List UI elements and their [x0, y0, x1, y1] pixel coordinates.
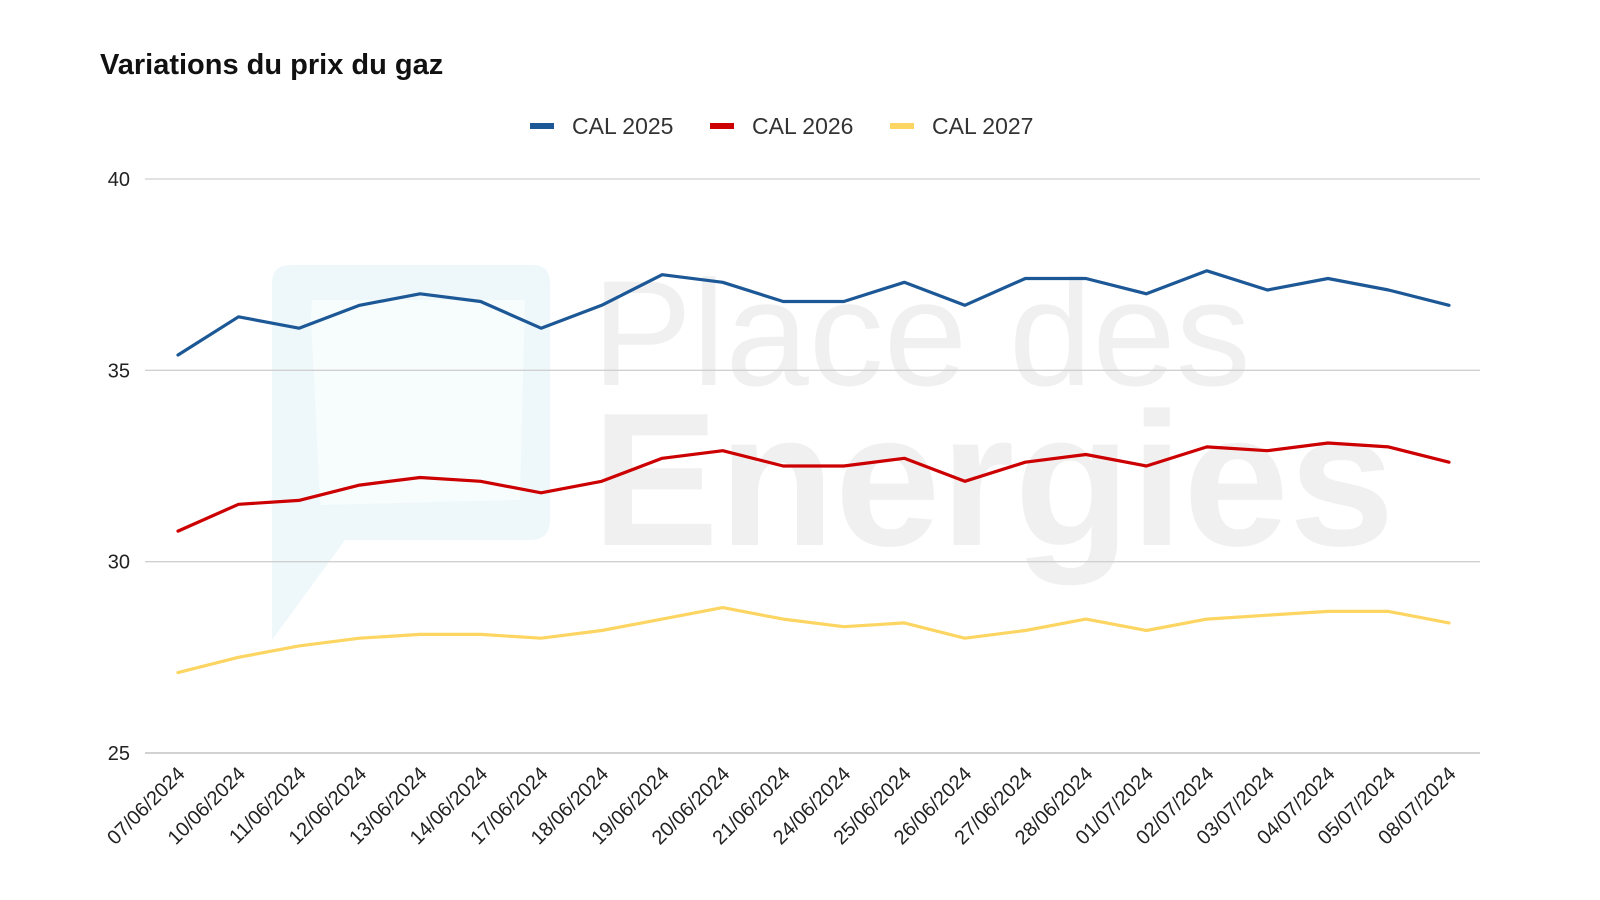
- series-line-2: [176, 441, 1451, 533]
- series-lines: [176, 269, 1451, 675]
- chart-title: Variations du prix du gaz: [100, 49, 443, 81]
- y-tick-label: 40: [108, 169, 130, 191]
- watermark-line1: Place des: [592, 249, 1251, 417]
- legend-label: CAL 2025: [572, 113, 673, 139]
- watermark-line2: Energies: [592, 374, 1395, 586]
- watermark: Place des Energies: [272, 249, 1395, 640]
- y-tick-label: 35: [108, 360, 130, 382]
- y-axis: 25 30 35 40: [108, 169, 130, 765]
- y-tick-label: 25: [108, 743, 130, 765]
- watermark-speech-bubble-inner: [311, 300, 525, 505]
- series-line-1: [176, 269, 1451, 357]
- legend-label: CAL 2026: [752, 113, 853, 139]
- legend-label: CAL 2027: [932, 113, 1033, 139]
- series-line-3: [176, 605, 1451, 675]
- y-tick-label: 30: [108, 552, 130, 574]
- x-axis: 07/06/202410/06/202411/06/202412/06/2024…: [103, 763, 1460, 849]
- gridlines: [145, 178, 1480, 754]
- legend: CAL 2025 CAL 2026 CAL 2027: [530, 113, 1033, 139]
